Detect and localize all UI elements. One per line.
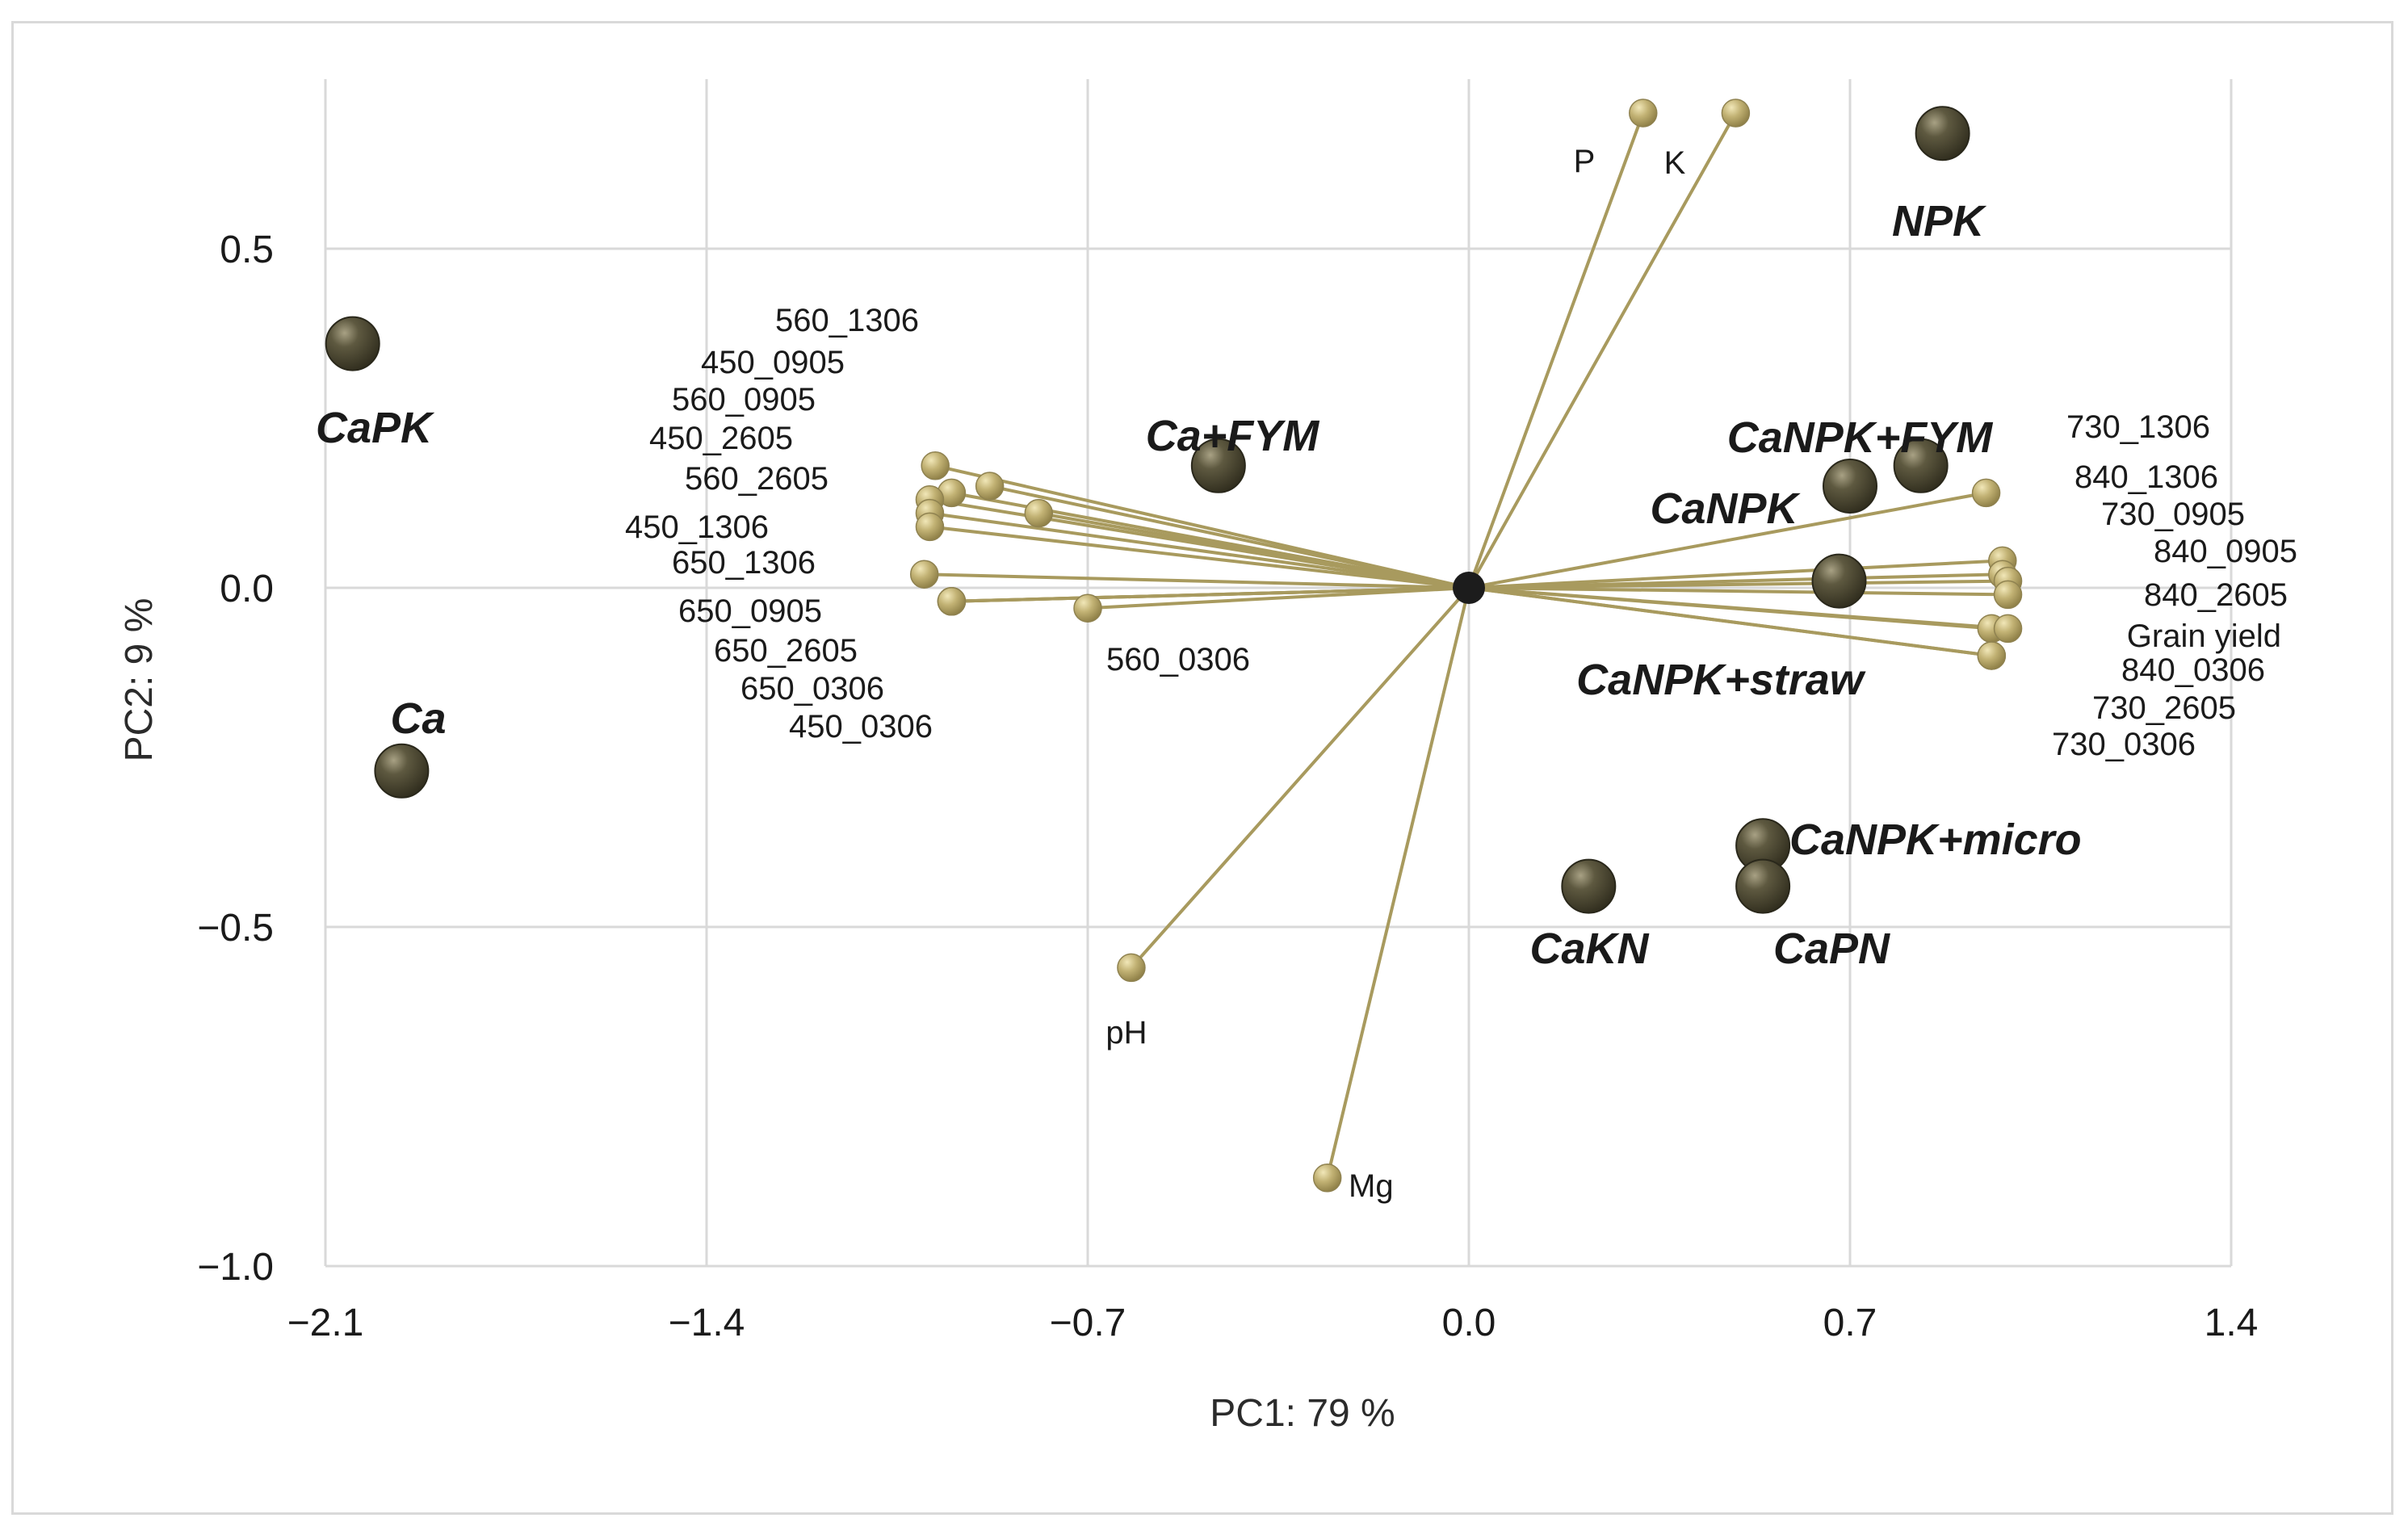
variable-label-560-0306: 560_0306 <box>1106 642 1250 677</box>
y-tick-label: 0.0 <box>220 568 274 610</box>
loading-line-650-0905 <box>924 572 1470 589</box>
loading-line-560-0306 <box>1087 586 1470 610</box>
origin-marker <box>1453 572 1485 604</box>
treatment-point-npk <box>1915 106 1970 161</box>
variable-label-450-2605: 450_2605 <box>649 421 793 456</box>
origin <box>1453 572 1485 604</box>
variable-point-k <box>1721 99 1751 128</box>
variable-label-730-2605: 730_2605 <box>2092 690 2236 726</box>
treatment-point-capn <box>1735 858 1791 914</box>
treatment-points <box>325 106 1970 914</box>
variable-label-650-0306: 650_0306 <box>740 671 884 707</box>
x-tick-label: 0.7 <box>1823 1302 1877 1344</box>
treatment-label-canpk-plus-straw: CaNPK+straw <box>1576 656 1866 704</box>
loading-line-mg <box>1325 587 1470 1179</box>
variable-label-730-0905: 730_0905 <box>2101 497 2245 532</box>
variable-point-730-0306 <box>1977 641 2007 670</box>
variable-point-ph <box>1117 953 1146 983</box>
variable-label-840-0306: 840_0306 <box>2121 652 2265 688</box>
variable-label-grain-yield: Grain yield <box>2127 619 2281 654</box>
loading-line-840-1306 <box>1468 559 2003 589</box>
loading-line-730-0306 <box>1468 586 1992 657</box>
variable-point-840-0306 <box>1993 614 2023 644</box>
variable-point-650-1306 <box>915 512 945 542</box>
x-axis-title: PC1: 79 % <box>1210 1392 1395 1435</box>
variable-label-650-0905: 650_0905 <box>678 593 822 629</box>
treatment-point-canpk-plus-straw <box>1811 553 1867 609</box>
variable-point-450-0905 <box>975 472 1005 501</box>
variable-label-560-1306: 560_1306 <box>775 303 919 338</box>
variable-label-450-0306: 450_0306 <box>789 709 933 744</box>
y-tick-label: −0.5 <box>197 907 274 950</box>
x-tick-label: 1.4 <box>2205 1302 2259 1344</box>
x-tick-label: −0.7 <box>1050 1302 1126 1344</box>
loading-line-650-1306 <box>929 525 1470 589</box>
y-tick-label: −1.0 <box>197 1246 274 1289</box>
variable-point-840-2605 <box>1993 580 2023 610</box>
variable-point-mg <box>1312 1164 1342 1193</box>
treatment-label-capn: CaPN <box>1773 925 1890 973</box>
y-axis-title: PC2: 9 % <box>118 598 161 762</box>
variable-label-650-1306: 650_1306 <box>672 545 816 581</box>
treatment-label-canpk: CaNPK <box>1650 484 1801 533</box>
treatment-label-ca-plus-fym: Ca+FYM <box>1146 412 1320 460</box>
loading-line-840-0306 <box>1468 586 2008 631</box>
variable-label-ph: pH <box>1105 1015 1147 1050</box>
treatment-point-ca <box>374 743 430 799</box>
loading-line-450-0905 <box>989 484 1470 589</box>
loading-line-450-1306 <box>929 511 1470 589</box>
variable-label-730-0306: 730_0306 <box>2052 727 2196 762</box>
variable-label-560-0905: 560_0905 <box>672 382 816 417</box>
variable-point-560-0306 <box>1073 593 1102 623</box>
treatment-point-capk <box>325 316 380 371</box>
treatment-point-ca-plus-fym <box>1190 438 1246 493</box>
loading-line-840-2605 <box>1468 586 2008 597</box>
variable-point-450-2605 <box>1024 498 1054 528</box>
gridlines <box>324 79 2233 1268</box>
variable-point-560-1306 <box>921 451 950 480</box>
loading-line-560-2605 <box>929 497 1470 589</box>
treatment-point-canpk <box>1823 459 1877 514</box>
loading-line-450-0306 <box>951 586 1470 603</box>
variable-label-730-1306: 730_1306 <box>2066 409 2210 445</box>
loading-line-840-0905 <box>1468 579 2008 589</box>
x-tick-label: −1.4 <box>669 1302 745 1344</box>
treatment-label-canpk-plus-micro: CaNPK+micro <box>1789 816 2082 864</box>
variable-label-650-2605: 650_2605 <box>714 633 858 669</box>
variable-point-450-0306 <box>937 587 967 616</box>
variable-point-650-0905 <box>909 560 939 589</box>
variable-label-840-0905: 840_0905 <box>2154 534 2297 569</box>
x-tick-label: −2.1 <box>287 1302 364 1344</box>
loading-line-k <box>1467 112 1738 589</box>
loading-line-ph <box>1130 586 1470 969</box>
variable-label-k: K <box>1664 145 1686 181</box>
loading-line-730-1306 <box>1468 491 1986 589</box>
variable-label-840-1306: 840_1306 <box>2074 459 2218 495</box>
y-tick-label: 0.5 <box>220 229 274 271</box>
variable-label-450-1306: 450_1306 <box>625 510 769 545</box>
x-tick-label: 0.0 <box>1442 1302 1496 1344</box>
loading-line-p <box>1467 112 1645 589</box>
treatment-label-ca: Ca <box>390 694 446 743</box>
treatment-label-canpk-plus-fym: CaNPK+FYM <box>1727 413 1994 462</box>
treatment-label-npk: NPK <box>1892 197 1987 245</box>
treatment-label-cakn: CaKN <box>1529 925 1649 973</box>
variable-label-450-0905: 450_0905 <box>701 345 845 380</box>
variable-point-730-1306 <box>1971 478 2001 508</box>
treatment-point-canpk-plus-fym <box>1893 438 1949 493</box>
variable-point-p <box>1629 99 1658 128</box>
variable-label-mg: Mg <box>1349 1168 1394 1204</box>
variable-label-840-2605: 840_2605 <box>2144 577 2288 613</box>
variable-label-560-2605: 560_2605 <box>685 461 829 497</box>
axes: PC1: 79 % PC2: 9 % −2.1 −1.4 −0.7 0.0 0.7 1.4… <box>118 229 2258 1435</box>
treatment-label-capk: CaPK <box>316 404 435 452</box>
treatment-point-cakn <box>1561 858 1617 914</box>
variable-points <box>909 99 2023 1193</box>
loading-vectors <box>924 112 2008 1179</box>
variable-label-p: P <box>1574 144 1596 179</box>
